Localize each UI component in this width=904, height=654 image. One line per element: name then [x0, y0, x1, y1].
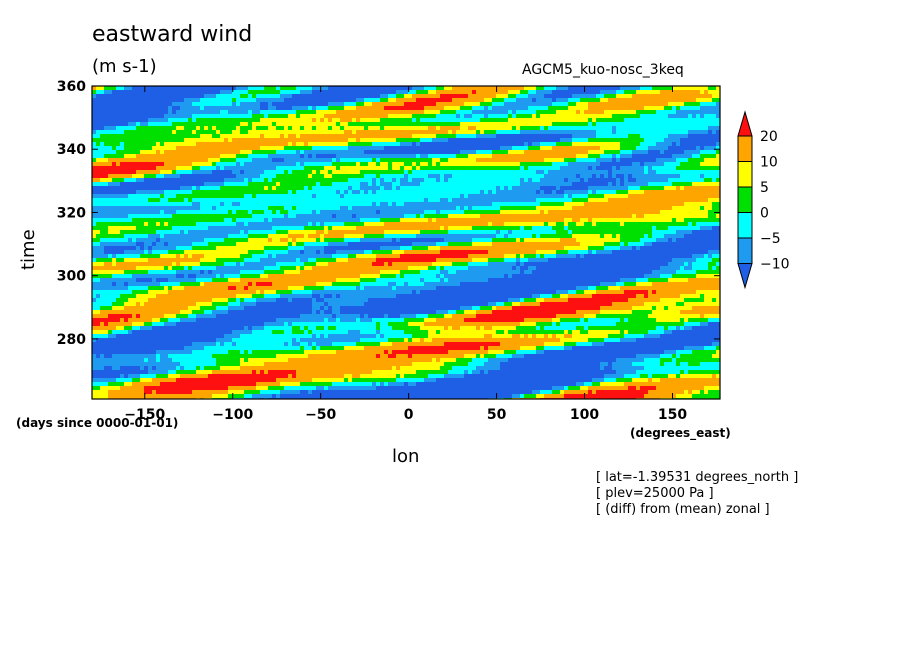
y-tick-label: 340	[57, 142, 86, 158]
y-tick-label: 300	[57, 269, 86, 285]
colorbar-label: 20	[760, 129, 778, 145]
x-tick-label: 100	[570, 407, 599, 423]
chart-title: eastward wind	[92, 22, 253, 47]
notes-block: [ lat=-1.39531 degrees_north ] [ plev=25…	[596, 470, 798, 518]
colorbar-label: 0	[760, 206, 769, 222]
colorbar-label: −10	[760, 257, 790, 273]
run-label: AGCM5_kuo-nosc_3keq	[522, 62, 684, 78]
colorbar-label: 10	[760, 155, 778, 171]
y-axis-units: (days since 0000-01-01)	[16, 416, 179, 430]
colorbar-box	[737, 186, 753, 213]
colorbar-extend-top	[737, 110, 753, 137]
colorbar-label: 5	[760, 180, 769, 196]
x-tick-label: 50	[487, 407, 507, 423]
x-axis: −150 −100 −50 0 50 100 150	[124, 86, 687, 423]
y-tick-label: 280	[57, 332, 86, 348]
y-tick-label: 320	[57, 205, 86, 221]
colorbar-extend-bottom	[737, 263, 753, 290]
colorbar-box	[737, 161, 753, 188]
colorbar-box	[737, 237, 753, 264]
colorbar-box	[737, 212, 753, 239]
plot-frame	[91, 85, 721, 400]
x-tick-label: 0	[404, 407, 414, 423]
y-axis-label: time	[18, 229, 39, 270]
x-tick-label: −50	[305, 407, 336, 423]
colorbar-label: −5	[760, 231, 781, 247]
chart-units: (m s-1)	[92, 56, 157, 77]
colorbar: 20 10 5 0 −5 −10	[737, 110, 790, 290]
y-axis: 280 300 320 340 360	[57, 79, 720, 348]
x-tick-label: 150	[658, 407, 687, 423]
heatmap-field	[92, 86, 721, 400]
x-axis-units: (degrees_east)	[630, 426, 731, 440]
x-axis-label: lon	[392, 446, 420, 467]
x-tick-label: −100	[212, 407, 253, 423]
x-tick-label: −150	[124, 407, 165, 423]
note-lat: [ lat=-1.39531 degrees_north ]	[596, 470, 799, 485]
y-tick-label: 360	[57, 79, 86, 95]
note-plev: [ plev=25000 Pa ]	[596, 486, 714, 501]
note-diff: [ (diff) from (mean) zonal ]	[596, 502, 770, 517]
colorbar-box	[737, 135, 753, 162]
